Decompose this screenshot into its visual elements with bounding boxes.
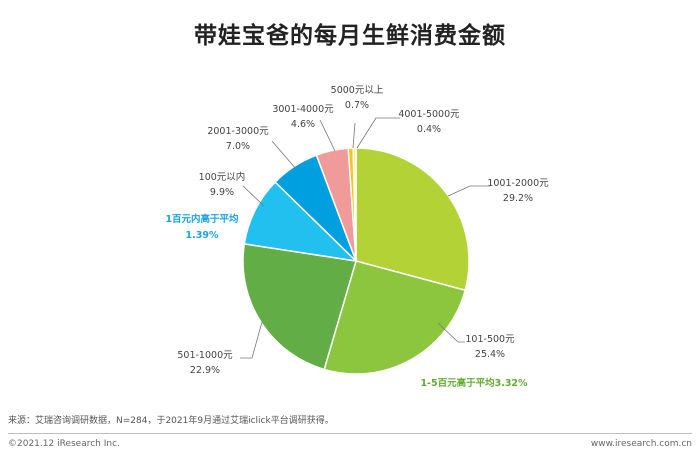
slice-value-label: 29.2% <box>503 193 533 204</box>
slice-value-label: 22.9% <box>190 365 220 376</box>
website-link: www.iresearch.com.cn <box>590 439 692 449</box>
slice-label: 5000元以上 <box>331 85 384 96</box>
pie-slice <box>355 147 470 292</box>
leader-line <box>240 321 263 359</box>
slice-label: 100元以内 <box>199 171 246 183</box>
leader-line <box>437 322 465 343</box>
pie-slice <box>323 260 467 375</box>
slice-label: 4001-5000元 <box>398 109 460 120</box>
pie-slice <box>352 147 357 262</box>
pie-slice <box>242 243 357 371</box>
leader-line <box>447 185 490 197</box>
slice-label: 2001-3000元 <box>207 126 269 137</box>
slice-value-label: 0.4% <box>417 124 441 135</box>
slice-label: 1001-2000元 <box>487 178 549 189</box>
annotation-under-100-value: 1.39% <box>186 230 219 241</box>
slice-label: 501-1000元 <box>177 350 233 361</box>
slice-value-label: 25.4% <box>475 349 505 360</box>
chart-title: 带娃宝爸的每月生鲜消费金额 <box>194 23 506 49</box>
source-note: 来源：艾瑞咨询调研数据，N=284，于2021年9月通过艾瑞iclick平台调研… <box>8 416 334 426</box>
slice-value-label: 4.6% <box>291 119 315 130</box>
annotation-under-100: 1百元内高于平均 <box>165 213 239 225</box>
leader-line <box>352 122 356 149</box>
leader-line <box>319 119 336 152</box>
copyright: ©2021.12 iResearch Inc. <box>8 439 120 449</box>
slice-label: 3001-4000元 <box>272 104 334 115</box>
leader-line <box>356 117 400 149</box>
slice-value-label: 9.9% <box>210 187 234 198</box>
annotation-101-500: 1-5百元高于平均3.32% <box>420 377 528 389</box>
leader-line <box>242 185 265 207</box>
slice-value-label: 7.0% <box>226 141 250 152</box>
slice-label: 101-500元 <box>465 334 515 345</box>
footer-divider <box>8 433 692 434</box>
leader-line <box>271 140 297 170</box>
slice-value-label: 0.7% <box>345 100 369 111</box>
